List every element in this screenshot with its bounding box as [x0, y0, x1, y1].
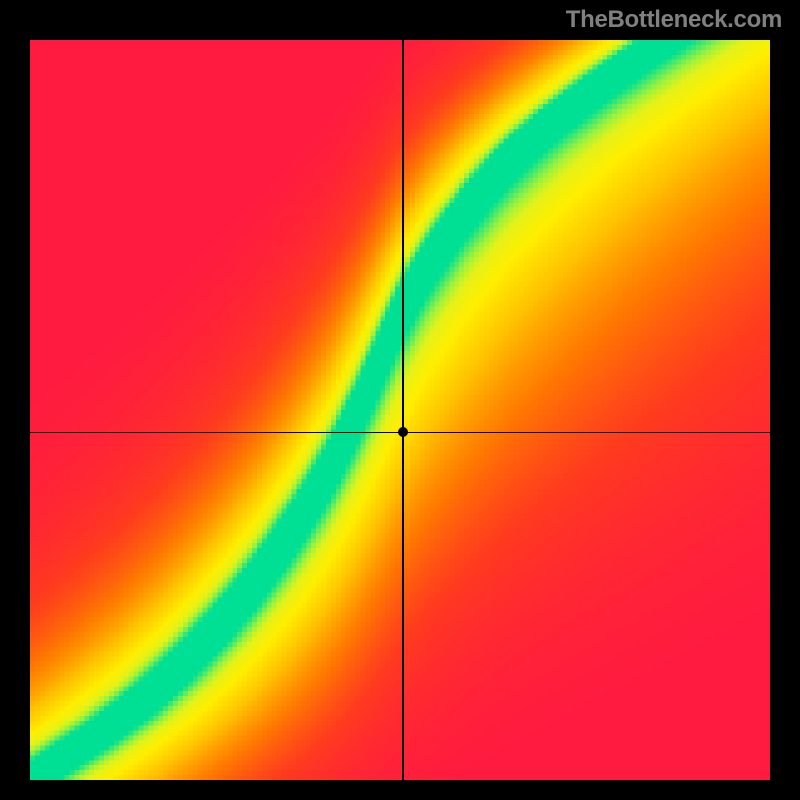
chart-container: { "watermark": { "text": "TheBottleneck.… — [0, 0, 800, 800]
crosshair-vertical — [402, 40, 403, 780]
bottleneck-heatmap — [30, 40, 770, 780]
watermark-text: TheBottleneck.com — [566, 6, 782, 34]
crosshair-marker — [398, 427, 408, 437]
